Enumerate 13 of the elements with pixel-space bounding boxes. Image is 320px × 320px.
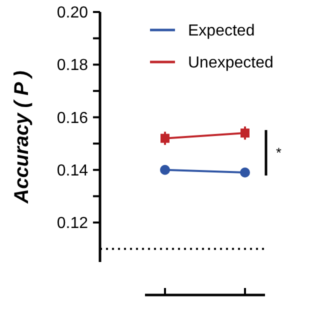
point bbox=[160, 164, 170, 175]
y-tick-label: 0.12 bbox=[56, 215, 88, 232]
point bbox=[240, 128, 250, 138]
legend-label: Unexpected bbox=[188, 54, 274, 72]
point bbox=[160, 134, 170, 143]
y-axis-title: Accuracy ( P ) bbox=[11, 70, 33, 204]
text: * bbox=[276, 144, 282, 161]
y-tick-label: 0.16 bbox=[56, 110, 88, 127]
y-tick-label: 0.20 bbox=[56, 4, 88, 22]
y-tick-label: 0.18 bbox=[56, 57, 88, 74]
y-tick-label: 0.14 bbox=[56, 162, 88, 180]
legend-label: Expected bbox=[188, 22, 255, 40]
point bbox=[240, 168, 250, 178]
